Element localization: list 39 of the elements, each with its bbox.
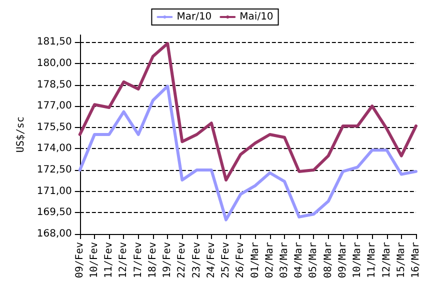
x-tick-label: 09/Fev (74, 242, 86, 278)
y-axis-title: US$/sc (16, 116, 26, 153)
x-tick-label: 09/Mar (337, 242, 348, 278)
x-tick-label: 10/Mar (352, 242, 364, 278)
x-tick-label: 24/Fev (206, 242, 217, 278)
y-tick-label: 180,00 (36, 58, 72, 69)
x-tick-label: 10/Fev (89, 242, 100, 278)
y-tick-label: 172,50 (36, 164, 72, 176)
legend-label: Mar/10 (176, 12, 212, 22)
y-tick-label: 177,00 (36, 100, 72, 112)
x-tick-label: 25/Fev (220, 242, 232, 278)
x-tick-label: 18/Fev (147, 242, 158, 278)
x-tick-label: 22/Fev (176, 242, 188, 278)
x-tick-label: 11/Mar (366, 242, 378, 278)
legend-label: Mai/10 (240, 12, 274, 22)
x-tick-label: 17/Fev (132, 242, 144, 278)
line-series (78, 84, 418, 222)
x-tick-label: 19/Fev (162, 242, 174, 278)
y-tick-label: 181,50 (36, 36, 72, 48)
x-tick-label: 12/Fev (118, 242, 130, 278)
x-tick-label: 16/Mar (410, 242, 422, 278)
x-tick-label: 15/Mar (396, 242, 407, 278)
y-tick-label: 178,50 (36, 79, 72, 90)
y-tick-label: 171,00 (36, 186, 72, 197)
x-tick-label: 08/Mar (322, 242, 334, 278)
x-tick-label: 02/Mar (264, 242, 276, 278)
x-tick-label: 05/Mar (308, 242, 320, 278)
x-tick-label: 23/Fev (191, 242, 202, 278)
x-tick-label: 11/Fev (104, 242, 115, 278)
y-tick-label: 175,50 (36, 122, 72, 133)
x-tick-label: 12/Mar (381, 242, 392, 278)
x-tick-label: 01/Mar (250, 242, 261, 278)
y-tick-label: 169,50 (36, 207, 72, 218)
x-tick-label: 03/Mar (278, 242, 290, 278)
line-series (78, 42, 418, 182)
y-tick-label: 174,00 (36, 143, 72, 154)
y-tick-label: 168,00 (36, 228, 72, 240)
x-tick-label: 04/Mar (294, 242, 305, 278)
x-tick-label: 26/Fev (235, 242, 246, 278)
